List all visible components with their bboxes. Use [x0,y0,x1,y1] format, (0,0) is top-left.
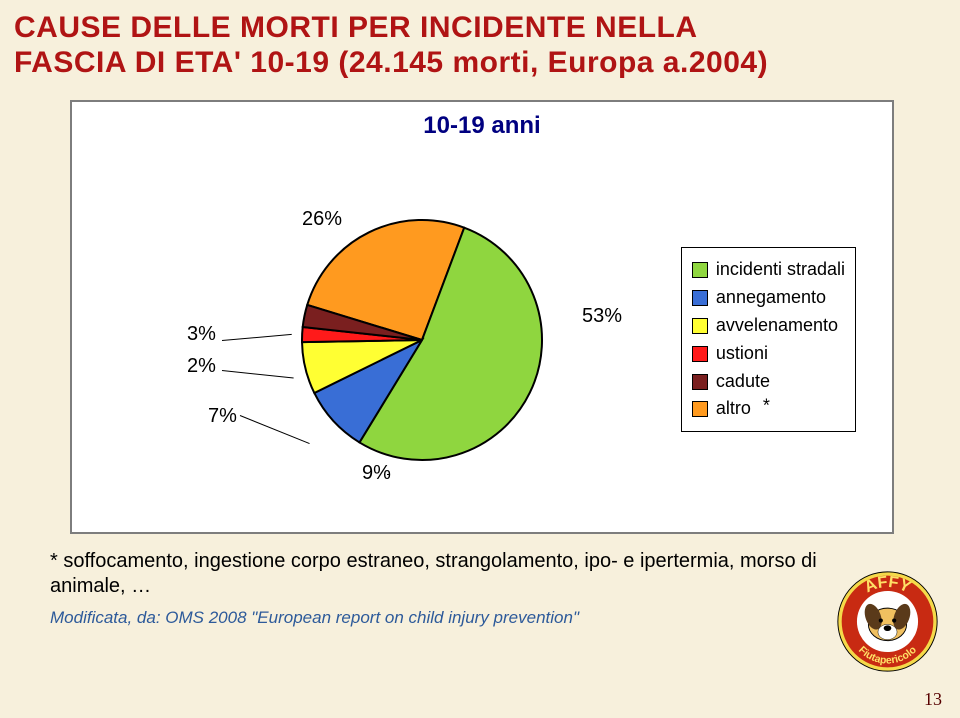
pie-label-53pct: 53% [582,305,622,328]
chart-container: 10-19 anni 26%3%2%7%9%53% incidenti stra… [70,100,894,534]
legend-label: altro [716,395,751,423]
leader-line [222,334,292,341]
legend-swatch [692,374,708,390]
title-line2: FASCIA DI ETA' 10-19 (24.145 morti, Euro… [14,45,946,80]
legend-item-altro: altro * [692,395,845,423]
title-line1: CAUSE DELLE MORTI PER INCIDENTE NELLA [14,10,946,45]
pie-label-2pct: 2% [187,355,216,378]
legend-item-ustioni: ustioni [692,340,845,368]
pie-label-26pct: 26% [302,208,342,231]
legend-label: ustioni [716,340,768,368]
legend-item-annegamento: annegamento [692,284,845,312]
footnote-text: * soffocamento, ingestione corpo estrane… [50,549,820,599]
footnote-block: * soffocamento, ingestione corpo estrane… [50,549,820,628]
legend-swatch [692,401,708,417]
source-citation: Modificata, da: OMS 2008 "European repor… [50,607,820,628]
legend-label: avvelenamento [716,312,838,340]
pie-chart [292,210,552,470]
chart-title: 10-19 anni [72,112,892,140]
slide-title: CAUSE DELLE MORTI PER INCIDENTE NELLAFAS… [14,10,946,81]
pie-label-3pct: 3% [187,323,216,346]
legend-label: incidenti stradali [716,256,845,284]
legend-swatch [692,318,708,334]
page-number: 13 [924,689,942,710]
legend-item-avvelenamento: avvelenamento [692,312,845,340]
slide-root: CAUSE DELLE MORTI PER INCIDENTE NELLAFAS… [0,0,960,718]
legend-suffix: * [761,395,772,423]
leader-line [222,370,294,379]
legend-label: annegamento [716,284,826,312]
affy-logo: AFFYFiutapericolo [835,569,940,674]
leader-line [387,474,389,475]
logo-svg: AFFYFiutapericolo [835,569,940,674]
chart-legend: incidenti stradaliannegamentoavvelenamen… [681,247,856,432]
legend-item-cadute: cadute [692,368,845,396]
legend-item-incidenti-stradali: incidenti stradali [692,256,845,284]
legend-swatch [692,346,708,362]
legend-swatch [692,262,708,278]
pie-label-7pct: 7% [208,405,237,428]
legend-swatch [692,290,708,306]
legend-label: cadute [716,368,770,396]
